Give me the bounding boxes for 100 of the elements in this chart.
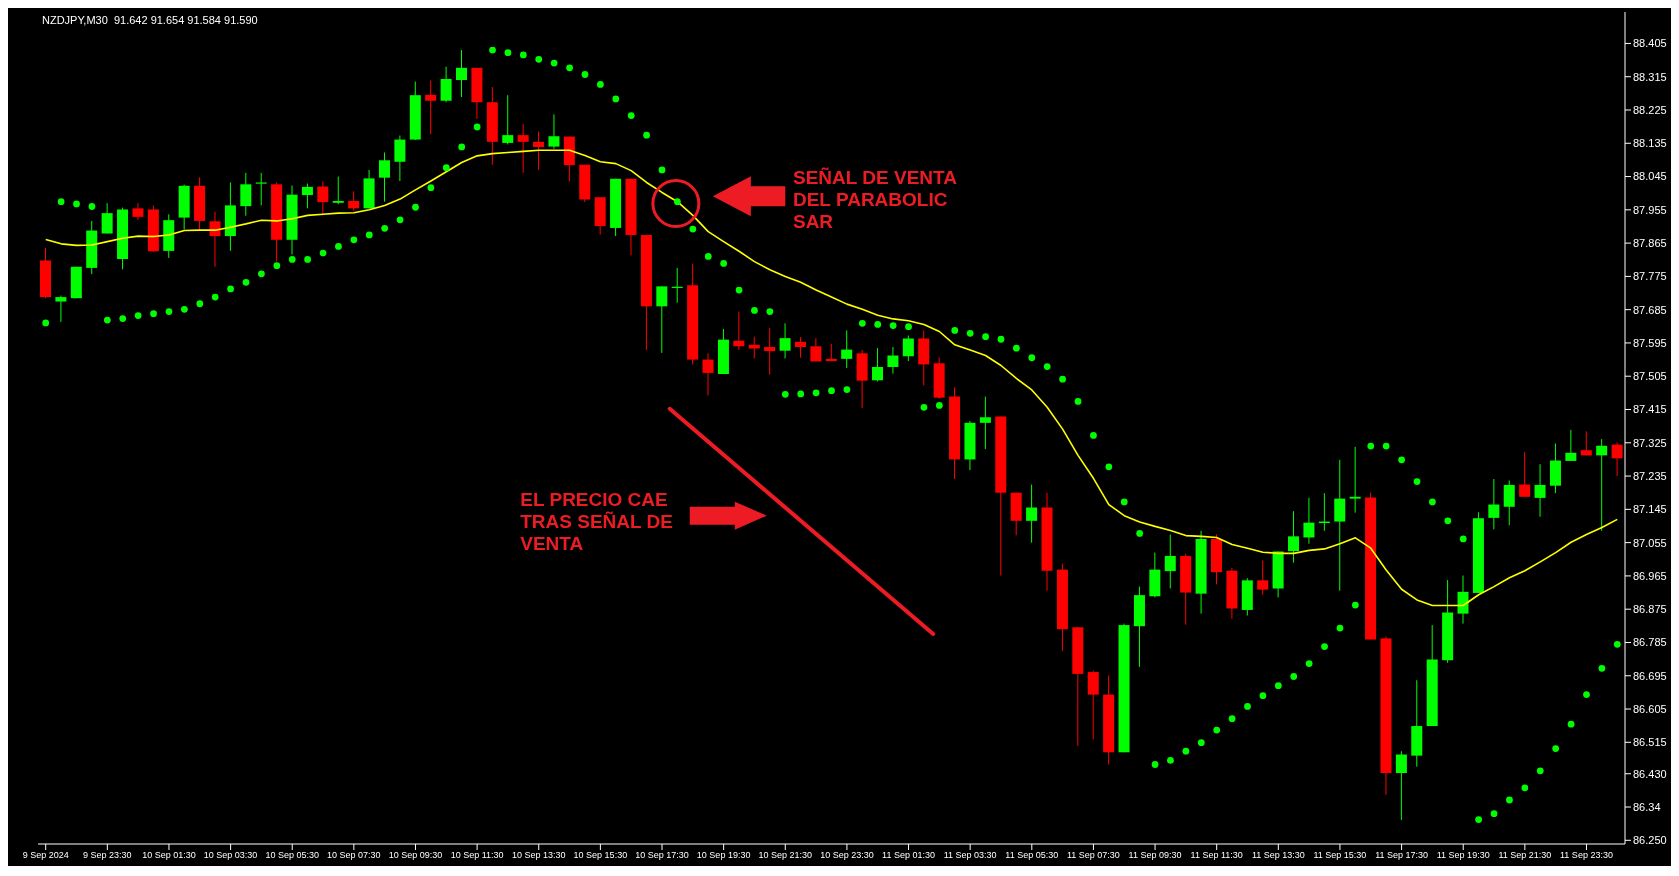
y-tick-label: 88.315 xyxy=(1633,70,1667,83)
candlestick xyxy=(517,123,529,174)
y-tick-label: 86.695 xyxy=(1633,669,1667,682)
x-tick-label: 11 Sep 03:30 xyxy=(943,850,997,861)
x-tick-label: 11 Sep 13:30 xyxy=(1251,850,1305,861)
x-tick-label: 9 Sep 2024 xyxy=(22,850,69,861)
candlestick xyxy=(1288,510,1300,564)
x-tick-label: 11 Sep 07:30 xyxy=(1066,850,1120,861)
candlestick xyxy=(533,130,545,171)
candlestick xyxy=(733,311,745,351)
y-tick-label: 87.865 xyxy=(1633,237,1667,250)
x-tick-label: 10 Sep 21:30 xyxy=(758,850,813,861)
candlestick xyxy=(440,66,452,103)
candlestick xyxy=(794,336,806,359)
candlestick xyxy=(1026,484,1038,544)
candlestick xyxy=(1087,670,1099,740)
y-tick-label: 86.875 xyxy=(1633,603,1667,616)
y-tick-label: 87.505 xyxy=(1633,370,1667,383)
y-tick-label: 88.225 xyxy=(1633,103,1667,116)
candlestick xyxy=(317,180,329,216)
annotation: EL PRECIO CAE TRAS SEÑAL DE VENTA xyxy=(520,489,674,555)
candlestick xyxy=(1519,451,1531,498)
x-tick-label: 11 Sep 19:30 xyxy=(1436,850,1490,861)
y-tick-label: 86.430 xyxy=(1633,767,1667,780)
chart-title: NZDJPY,M30 91.642 91.654 91.584 91.590 xyxy=(42,14,258,26)
x-tick-label: 11 Sep 11:30 xyxy=(1190,850,1243,861)
y-tick-label: 87.055 xyxy=(1633,536,1667,549)
candlestick xyxy=(702,352,714,396)
candlestick xyxy=(502,94,514,145)
y-tick-label: 87.955 xyxy=(1633,203,1667,216)
x-tick-label: 10 Sep 01:30 xyxy=(142,850,196,861)
candlestick xyxy=(1257,559,1269,596)
y-tick-label: 87.685 xyxy=(1633,303,1667,316)
candlestick xyxy=(841,329,853,369)
candlestick xyxy=(779,322,791,359)
candlestick xyxy=(348,190,360,212)
candlestick xyxy=(1334,459,1346,592)
candlestick xyxy=(1395,750,1407,821)
x-tick-label: 10 Sep 05:30 xyxy=(265,850,320,861)
y-tick-label: 88.045 xyxy=(1633,170,1667,183)
candlestick xyxy=(332,176,344,205)
y-tick-label: 87.775 xyxy=(1633,270,1667,283)
candlestick xyxy=(902,335,914,362)
candlestick xyxy=(548,113,560,150)
candlestick xyxy=(240,172,252,217)
x-tick-label: 11 Sep 15:30 xyxy=(1313,850,1367,861)
y-tick-label: 87.595 xyxy=(1633,336,1667,349)
candlestick xyxy=(887,346,899,375)
candlestick xyxy=(55,295,67,323)
x-tick-label: 10 Sep 13:30 xyxy=(511,850,566,861)
x-tick-label: 10 Sep 09:30 xyxy=(388,850,443,861)
candlestick xyxy=(1596,438,1608,532)
x-tick-label: 10 Sep 23:30 xyxy=(820,850,874,861)
candlestick xyxy=(656,285,668,354)
x-tick-label: 11 Sep 09:30 xyxy=(1128,850,1182,861)
candlestick xyxy=(425,79,437,135)
x-tick-label: 11 Sep 21:30 xyxy=(1498,850,1552,861)
y-tick-label: 86.34 xyxy=(1633,800,1661,813)
x-tick-label: 11 Sep 17:30 xyxy=(1375,850,1429,861)
y-tick-label: 86.965 xyxy=(1633,569,1667,582)
candlestick xyxy=(1580,430,1592,456)
x-tick-label: 10 Sep 07:30 xyxy=(327,850,381,861)
candlestick xyxy=(979,396,991,450)
x-tick-label: 11 Sep 23:30 xyxy=(1560,850,1613,861)
y-tick-label: 86.515 xyxy=(1633,736,1667,749)
annotation: SEÑAL DE VENTA DEL PARABOLIC SAR xyxy=(792,166,958,233)
x-tick-label: 10 Sep 19:30 xyxy=(696,850,751,861)
y-tick-label: 87.325 xyxy=(1633,436,1667,449)
y-tick-label: 87.235 xyxy=(1633,469,1667,482)
candlestick xyxy=(1534,463,1546,518)
candlestick xyxy=(132,202,144,221)
x-tick-label: 10 Sep 11:30 xyxy=(450,850,504,861)
x-tick-label: 10 Sep 03:30 xyxy=(203,850,258,861)
candlestick xyxy=(764,327,776,376)
candlestick xyxy=(456,49,468,98)
y-tick-label: 86.250 xyxy=(1633,834,1667,847)
candlestick xyxy=(394,135,406,182)
candlestick xyxy=(255,172,267,206)
candlestick xyxy=(1565,429,1577,462)
candlestick xyxy=(872,347,884,382)
candlestick xyxy=(1503,480,1515,526)
candlestick xyxy=(1349,446,1361,514)
x-tick-label: 11 Sep 01:30 xyxy=(882,850,935,861)
x-tick-label: 11 Sep 05:30 xyxy=(1005,850,1059,861)
candlestick xyxy=(101,202,113,234)
candlestick xyxy=(1488,478,1500,530)
y-tick-label: 87.415 xyxy=(1633,403,1667,416)
candlestick xyxy=(1164,534,1176,589)
candlestick xyxy=(1303,497,1315,545)
candlestick xyxy=(301,183,313,209)
candlestick xyxy=(378,152,390,203)
y-tick-label: 86.605 xyxy=(1633,702,1667,715)
y-tick-label: 88.405 xyxy=(1633,37,1667,50)
x-tick-label: 9 Sep 23:30 xyxy=(83,850,132,861)
y-tick-label: 88.135 xyxy=(1633,137,1667,150)
candlestick xyxy=(1611,441,1623,477)
x-tick-label: 10 Sep 17:30 xyxy=(635,850,689,861)
x-tick-label: 10 Sep 15:30 xyxy=(573,850,628,861)
y-tick-label: 86.785 xyxy=(1633,636,1667,649)
y-tick-label: 87.145 xyxy=(1633,503,1667,516)
